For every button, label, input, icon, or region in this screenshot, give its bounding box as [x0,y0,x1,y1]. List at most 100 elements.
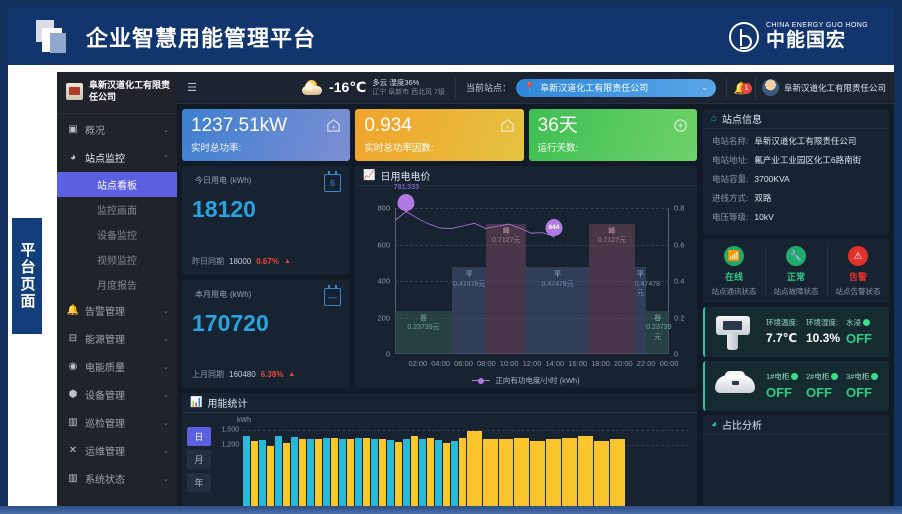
x-axis-tick: 10:00 [499,359,519,368]
sidebar-subitem-device-monitor[interactable]: 设备监控 [97,230,137,242]
sidebar-item-device[interactable]: ⬢ 设备管理 ⌄ [57,381,177,409]
pie-icon: ◕ [711,419,718,430]
env-value: 10.3% [806,331,841,346]
bar [362,438,370,506]
power-quality-icon: ◉ [68,361,78,373]
x-axis-tick: 16:00 [568,359,588,368]
bar-chart-unit: kWh [237,417,251,424]
chevron-down-icon: ⌄ [163,335,169,343]
env-column-humidity: 环境湿度: 10.3% [806,318,843,346]
kpi-value: 36天 [537,115,578,137]
x-axis-tick: 18:00 [591,359,610,368]
status-badge-alarm: ⚠ 告警 站点告警状态 [827,239,889,303]
usage-value: 170720 [192,309,269,336]
sidebar-subitem-monitor-screen[interactable]: 监控画面 [97,205,137,217]
y-axis-tick: 400 [377,276,390,286]
bar-group [626,427,641,506]
tab-year[interactable]: 年 [187,473,211,492]
price-chart-area: 谷 0.23739元平 0.47478元峰 0.7127元平 0.47478元峰 0.71… [355,184,697,388]
sidebar-item-power-quality[interactable]: ◉ 电能质量 ⌄ [57,353,177,381]
ratio-analysis-title: 占比分析 [722,421,763,432]
bar [322,437,330,506]
usage-compare-label: 上月同期 [192,370,224,379]
x-axis-tick: 02:00 [408,359,428,368]
bar [442,442,450,506]
bar [450,441,458,506]
sidebar-subitem-station-board[interactable]: 站点看板 [57,171,177,197]
price-zone-name: 峰 [608,227,616,235]
run-days-icon [674,119,687,132]
bar [578,436,594,506]
bar [546,439,562,506]
price-line-series [395,208,669,354]
kpi-value: 0.934 [364,115,412,137]
sidebar-item-label: 运维管理 [85,447,125,459]
bar [370,438,378,506]
smoke-column-1: 1#电柜 OFF [766,372,803,400]
chevron-down-icon: ⌄ [701,83,708,92]
avatar [761,79,779,96]
sidebar-item-inspection[interactable]: ▥ 巡检管理 ⌄ [57,409,177,437]
sidebar-subitem-video-monitor[interactable]: 视频监控 [97,255,137,267]
energy-statistics-panel: 📊 用能统计 日 月 年 kWh 1,200 1,500 [182,393,697,506]
bar [514,437,530,506]
usage-compare-value: 160480 [229,370,256,379]
chevron-down-icon: ⌄ [163,307,169,315]
sidebar-item-maintenance[interactable]: ✕ 运维管理 ⌄ [57,437,177,465]
chevron-down-icon: ⌄ [163,475,169,483]
bar [250,440,258,506]
device-icon: ⬢ [68,389,78,401]
sidebar-item-alarm[interactable]: 🔔 告警管理 ⌄ [57,297,177,325]
station-selector-dropdown[interactable]: 📍 阜新汉道化工有限责任公司 ⌄ [515,78,716,97]
price-zone-label: 峰 0.7127元 [486,227,526,246]
x-axis-tick: 04:00 [431,359,451,368]
notification-button[interactable]: 🔔 1 [727,81,755,95]
status-label: 站点告警状态 [835,287,881,296]
energy-statistics-title: 用能统计 [207,399,248,410]
bar-group [498,427,514,506]
weather-temperature: -16℃ [329,79,367,95]
data-point-marker: 781.333 [394,184,419,214]
y2-axis-tick: 0.8 [674,203,685,213]
sidebar-site-name: 阜新汉道化工有限责任公司 [89,80,171,102]
sidebar-subitem-monthly-report[interactable]: 月度报告 [97,280,137,292]
info-row: 电站名称: 阜新汉道化工有限责任公司 [712,135,880,147]
sidebar-item-station-monitor[interactable]: ◕ 站点监控 ⌃ [57,144,177,172]
bar [458,437,466,506]
hamburger-icon[interactable]: ☰ [187,82,197,94]
home-icon: ⌂ [711,113,718,124]
info-row: 电站容量: 3700KVA [712,173,880,185]
price-chart-legend: 正向有功电度/小时 (kWh) [355,375,697,386]
weather-condition: 多云 湿度36% [372,78,420,88]
bar-group [482,427,498,506]
chevron-down-icon: ⌄ [163,447,169,455]
kpi-label: 实时总功率因数: [364,142,434,154]
chevron-down-icon: ⌄ [163,126,169,134]
sidebar-item-energy[interactable]: ⊟ 能源管理 ⌄ [57,325,177,353]
bar-group [243,427,258,506]
station-selector[interactable]: 当前站点： 📍 阜新汉道化工有限责任公司 ⌄ [456,78,726,97]
chevron-down-icon: ⌄ [163,391,169,399]
smoke-name: 2#电柜 [806,371,830,381]
info-value: 双路 [754,193,772,203]
bar-group [370,427,386,506]
left-row: 今日用电 (kWh) 18120 昨日同期 18000 0.67% ▲ 6 [182,166,697,388]
x-axis-tick: 20:00 [613,359,633,368]
price-zone-name: 平 [636,271,644,279]
user-menu[interactable]: 阜新汉道化工有限责任公司 [756,79,894,96]
tab-month[interactable]: 月 [187,450,211,469]
right-column: ⌂ 站点信息 电站名称: 阜新汉道化工有限责任公司 电站地址: 氟产业工业园区化… [701,104,894,506]
bar [402,438,410,506]
info-value: 氟产业工业园区化工6路南街 [754,155,862,165]
usage-compare-label: 昨日同期 [192,256,224,266]
usage-card-title: 今日用电 (kWh) [192,174,340,186]
data-point-label: 781.333 [393,184,419,192]
station-info-list: 电站名称: 阜新汉道化工有限责任公司 电站地址: 氟产业工业园区化工6路南街 电… [703,129,889,235]
sidebar-item-system-status[interactable]: ▥ 系统状态 ⌄ [57,465,177,493]
tab-day[interactable]: 日 [187,427,211,446]
dashboard-body: 1237.51kW 实时总功率: 0.934 实时总功率因数: [177,104,894,506]
sidebar-item-overview[interactable]: ▣ 概况 ⌄ [57,116,177,144]
station-info-title: 站点信息 [722,115,763,126]
bar [482,439,498,506]
status-badge-fault: 🔧 正常 站点故障状态 [765,239,827,303]
